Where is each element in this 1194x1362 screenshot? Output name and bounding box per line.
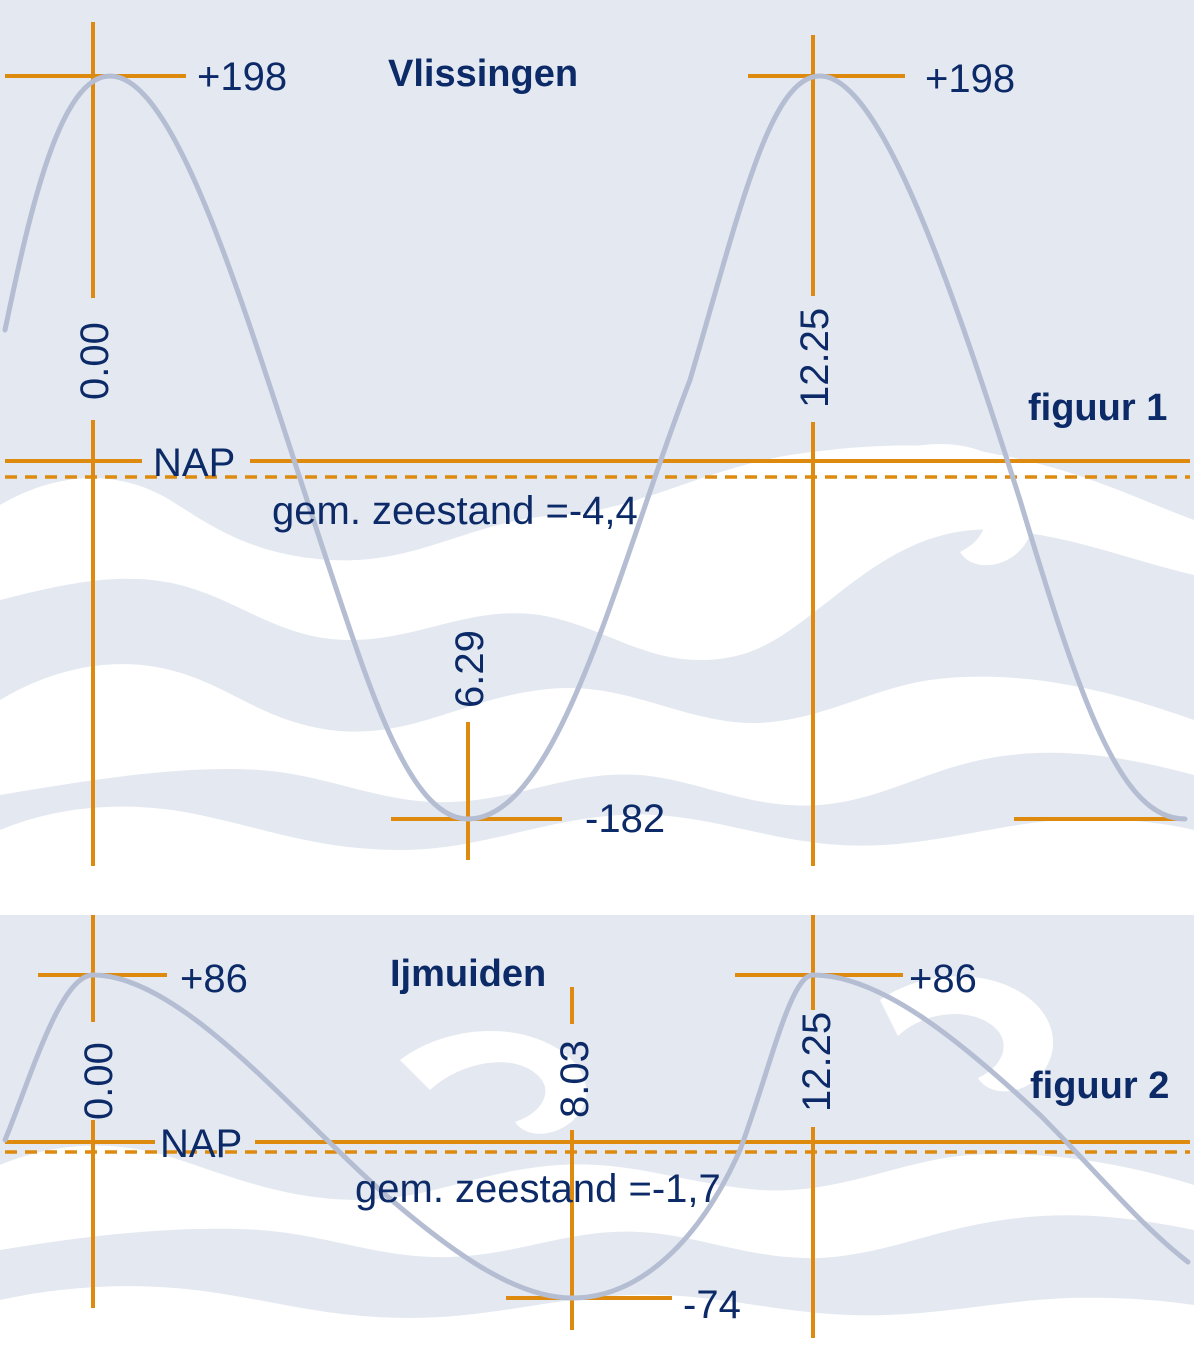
figure-2-mean-label: gem. zeestand =-1,7: [355, 1167, 721, 1211]
figure-2-label: figuur 2: [1030, 1065, 1169, 1107]
figure-1-tide-curve: [2, 73, 1188, 822]
figure-1-high2-level: +198: [925, 57, 1015, 101]
figure-2-low-level: -74: [683, 1283, 741, 1327]
figure-2-nap-label: NAP: [160, 1122, 242, 1166]
figure-2-high2-time: 12.25: [795, 1012, 839, 1112]
figure-1-high1-level: +198: [197, 55, 287, 99]
figure-2-low-time: 8.03: [553, 1040, 597, 1118]
figure-1-title: Vlissingen: [388, 53, 578, 95]
figure-1-panel: Vlissingen figuur 1 +198 +198 -182 NAP g…: [0, 0, 1194, 885]
figure-1-high2-time: 12.25: [793, 308, 837, 408]
figure-1-wave-pattern: [0, 443, 1194, 885]
figure-2-tide-curve: [2, 972, 1191, 1301]
figure-1-low-level: -182: [585, 797, 665, 841]
figure-2-high1-time: 0.00: [77, 1042, 121, 1120]
figure-1-high1-time: 0.00: [73, 322, 117, 400]
figure-1-mean-label: gem. zeestand =-4,4: [272, 489, 638, 533]
figure-1-low-time: 6.29: [448, 630, 492, 708]
figure-2-wave-pattern: [0, 976, 1194, 1362]
figure-2-high2-level: +86: [909, 957, 977, 1001]
figure-2-panel: Ijmuiden figuur 2 +86 +86 -74 NAP gem. z…: [0, 915, 1194, 1362]
figure-2-title: Ijmuiden: [390, 953, 546, 995]
figure-2-high1-level: +86: [180, 957, 248, 1001]
figure-1-label: figuur 1: [1028, 387, 1167, 429]
figure-1-nap-label: NAP: [153, 441, 235, 485]
